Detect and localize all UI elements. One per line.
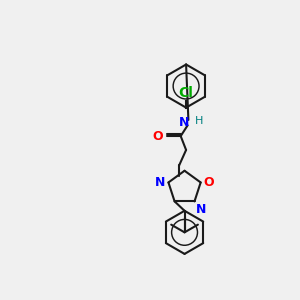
Text: N: N	[196, 203, 206, 216]
Text: N: N	[155, 176, 165, 189]
Text: Cl: Cl	[179, 86, 194, 100]
Text: O: O	[204, 176, 214, 189]
Text: O: O	[152, 130, 163, 142]
Text: H: H	[195, 116, 203, 126]
Text: N: N	[179, 116, 189, 129]
